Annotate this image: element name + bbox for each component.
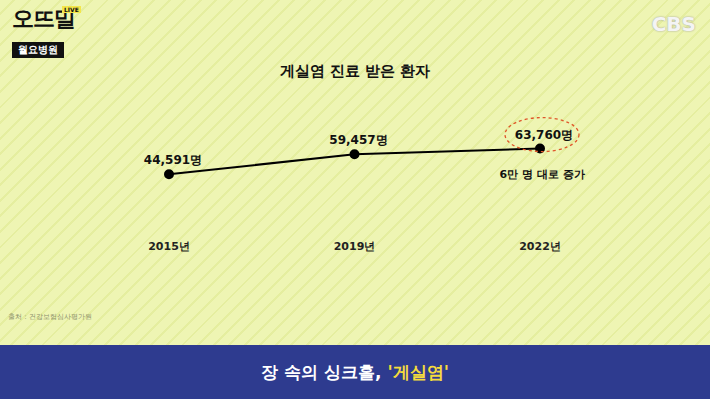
svg-text:2022년: 2022년 [519, 240, 561, 253]
svg-text:2015년: 2015년 [148, 240, 190, 253]
html-text:LIVE: LIVE [64, 6, 79, 13]
html-text:게실염 진료 받은 환자: 게실염 진료 받은 환자 [279, 62, 431, 80]
svg-text:44,591명: 44,591명 [144, 153, 202, 167]
svg-text:59,457명: 59,457명 [329, 133, 387, 147]
html-text:CBS: CBS [651, 12, 696, 36]
html-text:출처 : 건강보험심사평가원: 출처 : 건강보험심사평가원 [8, 313, 92, 321]
svg-text:63,760명: 63,760명 [515, 128, 573, 142]
html-text:장 속의 싱크홀, '게실염': 장 속의 싱크홀, '게실염' [261, 361, 449, 382]
svg-text:2019년: 2019년 [334, 240, 376, 253]
html-text:오뜨밀: 오뜨밀 [12, 6, 75, 31]
html-text:월요병원: 월요병원 [18, 44, 58, 55]
svg-text:6만 명 대로 증가: 6만 명 대로 증가 [499, 168, 584, 181]
